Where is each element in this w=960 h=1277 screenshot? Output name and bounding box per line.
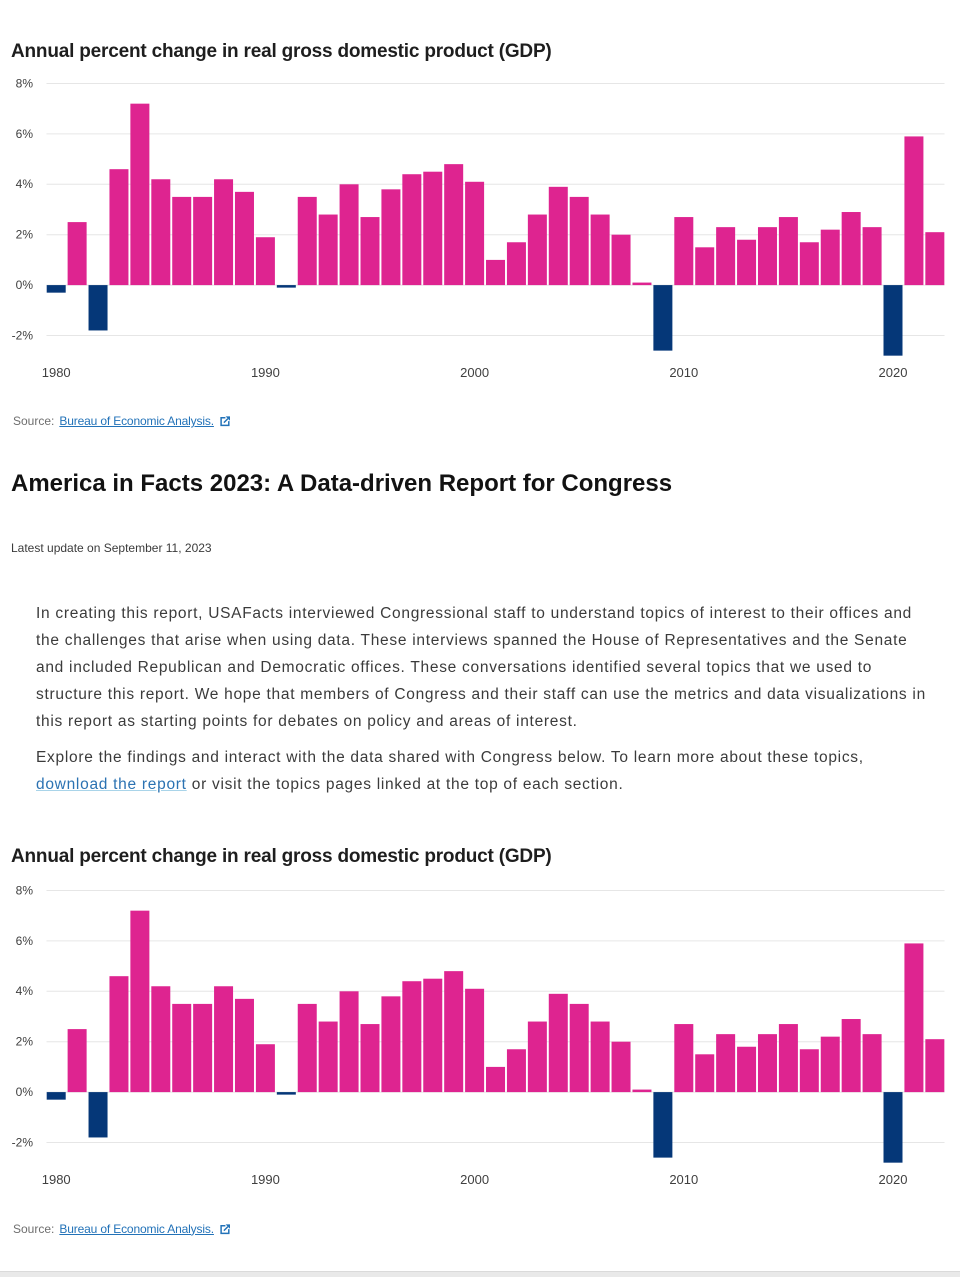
svg-text:-2%: -2% [12,328,34,342]
svg-text:0%: 0% [16,1085,34,1099]
svg-text:6%: 6% [16,934,34,948]
svg-text:4%: 4% [16,984,34,998]
svg-text:1990: 1990 [251,1172,280,1187]
svg-text:0%: 0% [16,278,34,292]
svg-text:6%: 6% [16,127,34,141]
svg-text:1980: 1980 [42,365,71,380]
svg-text:-2%: -2% [12,1135,34,1149]
svg-text:1990: 1990 [251,365,280,380]
svg-text:1980: 1980 [42,1172,71,1187]
svg-text:2000: 2000 [460,1172,489,1187]
svg-text:2020: 2020 [879,1172,908,1187]
svg-text:2020: 2020 [879,365,908,380]
svg-text:8%: 8% [16,883,34,897]
svg-text:4%: 4% [16,177,34,191]
svg-text:2010: 2010 [669,1172,698,1187]
svg-text:8%: 8% [16,76,34,90]
svg-text:2000: 2000 [460,365,489,380]
svg-text:2%: 2% [16,228,34,242]
svg-text:2010: 2010 [669,365,698,380]
svg-text:2%: 2% [16,1035,34,1049]
